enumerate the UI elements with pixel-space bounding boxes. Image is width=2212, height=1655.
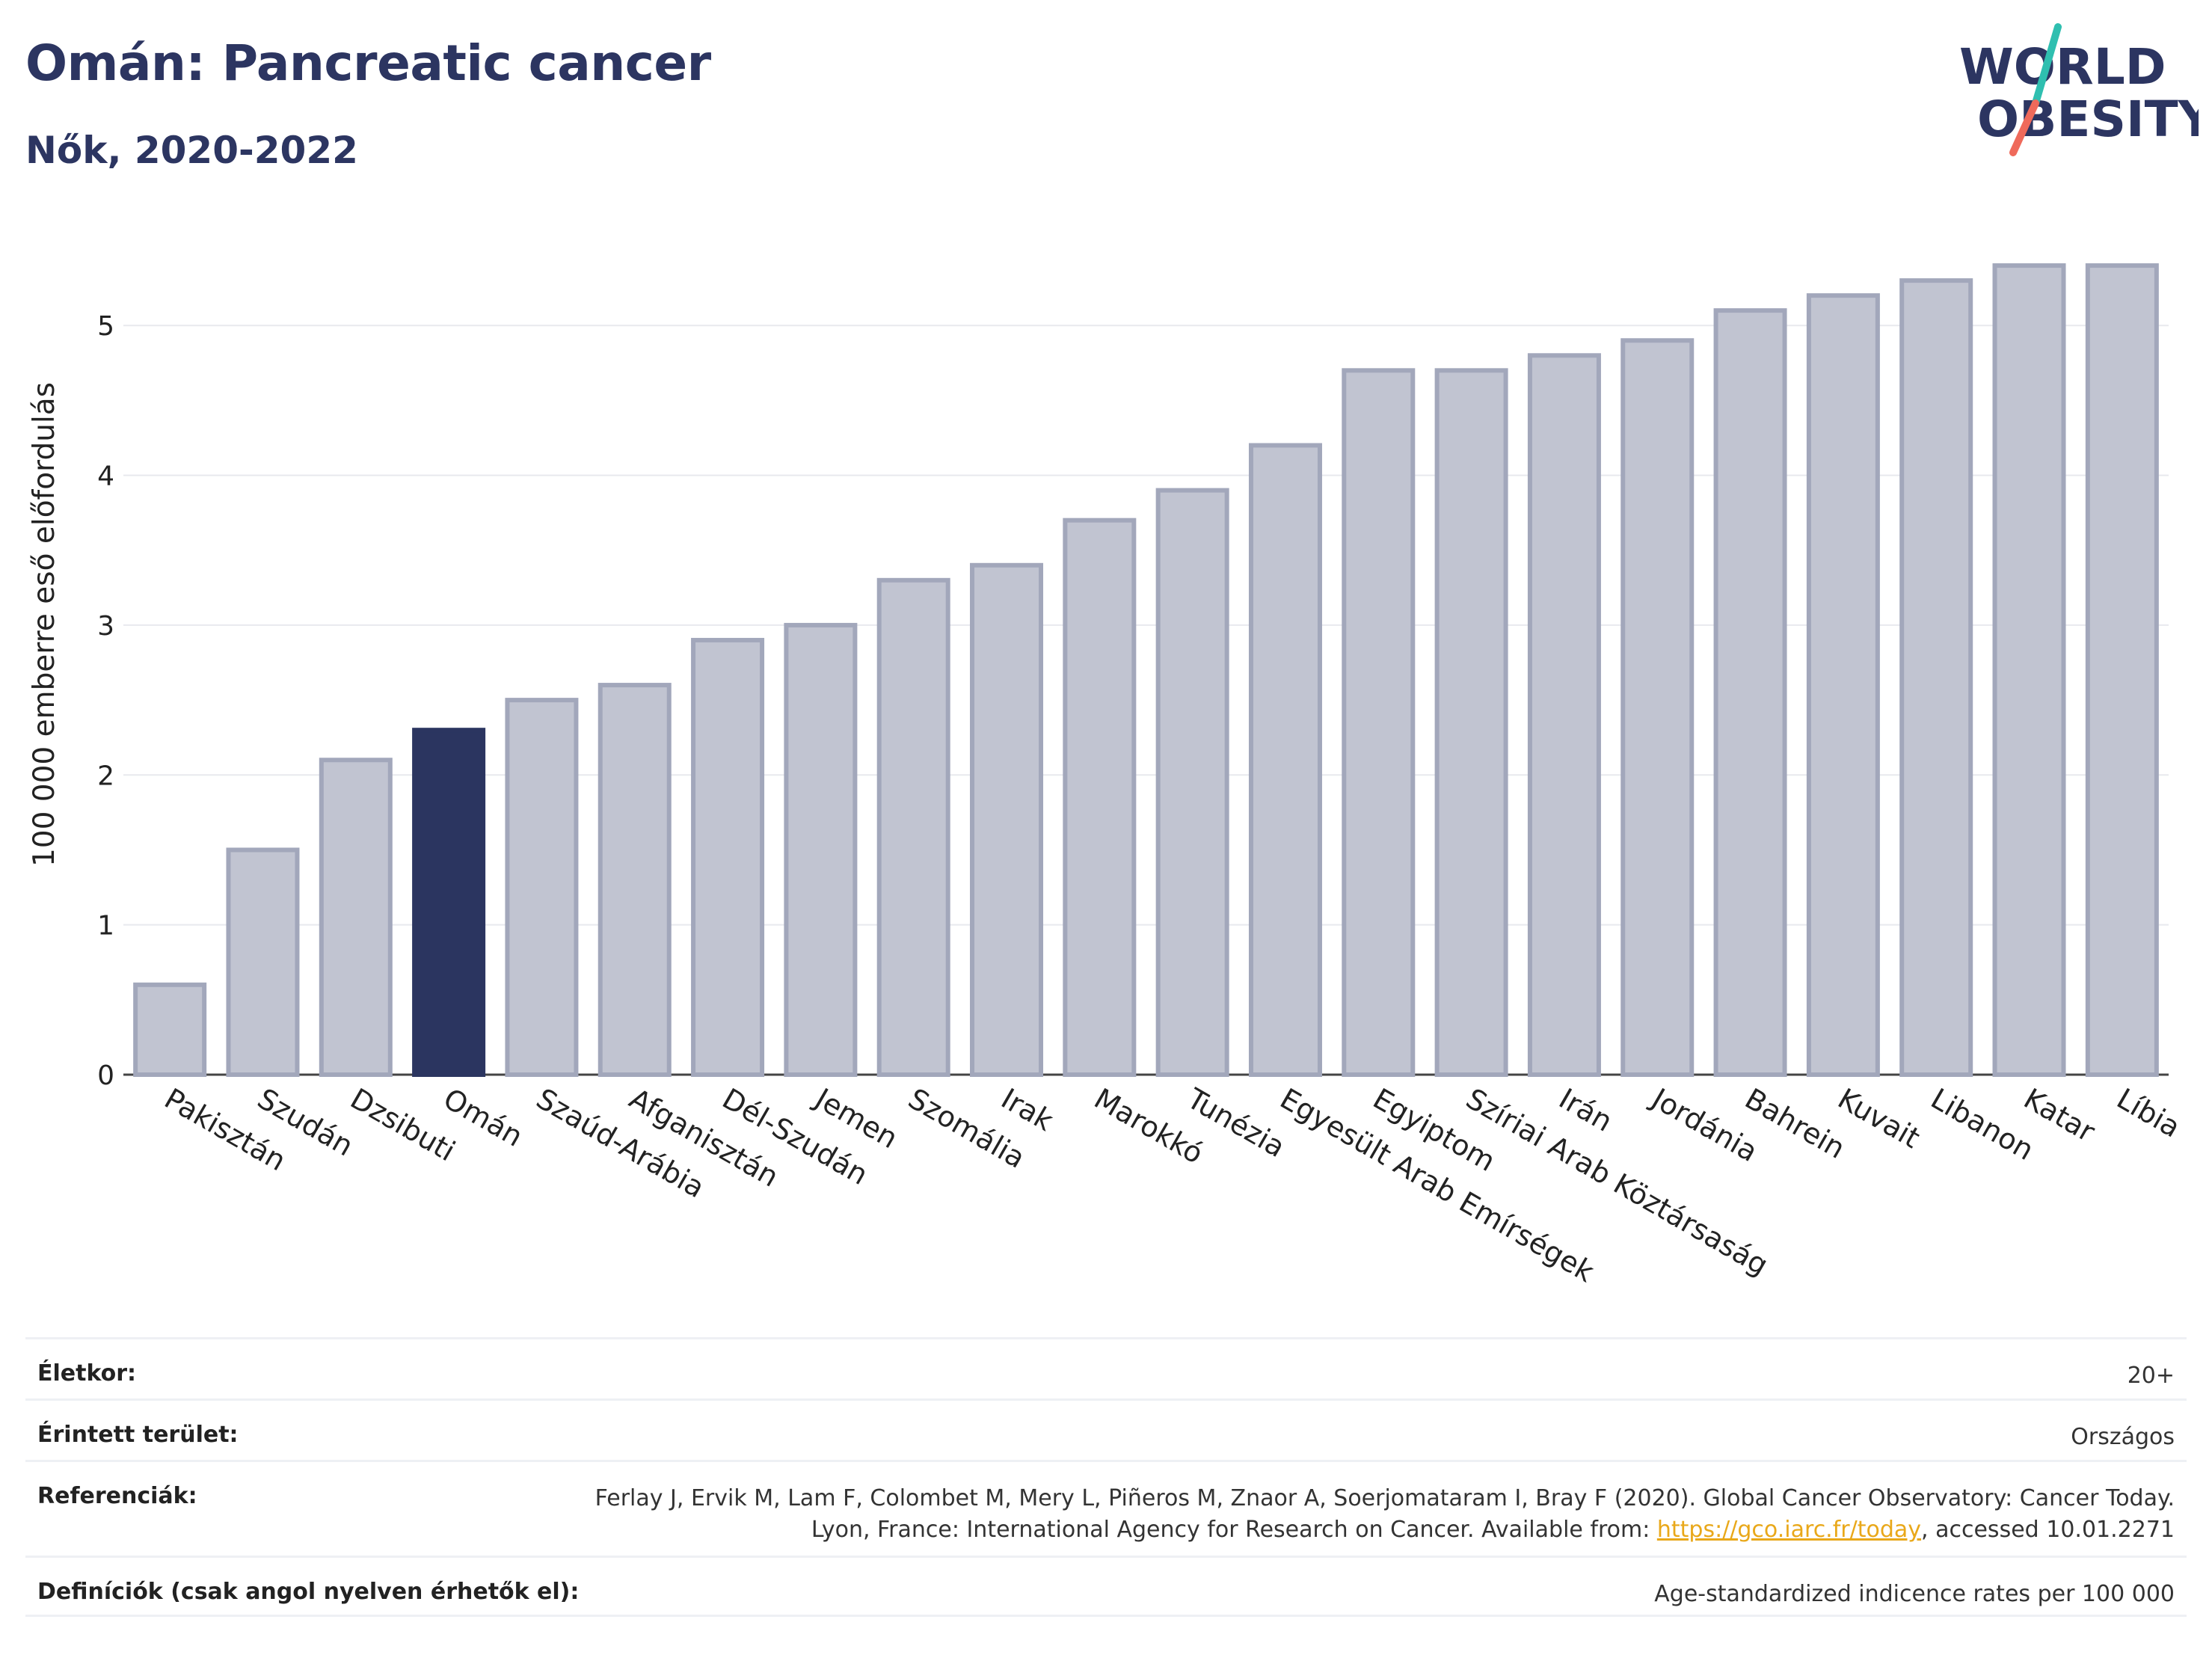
bar-Marokkó [1063,518,1137,1077]
y-tick-label: 1 [97,911,114,942]
info-row-references: Referenciák: Ferlay J, Ervik M, Lam F, C… [25,1460,2187,1556]
age-label: Életkor: [37,1360,137,1387]
area-value: Országos [2071,1424,2175,1450]
info-table: Életkor: 20+ Érintett terület: Országos … [25,1337,2187,1617]
y-tick-label: 2 [97,761,114,791]
info-row-age: Életkor: 20+ [25,1337,2187,1398]
bar-Szaúd-Arábia [505,698,579,1077]
bar-Szudán [226,847,300,1077]
x-tick-label: Libanon [1926,1082,2039,1167]
x-tick-label: Irak [996,1082,1059,1137]
bar-Jordánia [1620,338,1695,1077]
bar-Dzsibuti [319,758,393,1077]
definitions-label: Definíciók (csak angol nyelven érhetők e… [37,1579,580,1605]
y-axis-label: 100 000 emberre eső előfordulás [28,382,61,867]
bar-Líbia [2085,263,2159,1078]
x-tick-label: Jordánia [1645,1081,1763,1168]
bar-Tunézia [1155,488,1229,1077]
bar-Jemen [784,622,858,1077]
y-tick-label: 3 [97,611,114,642]
logo-word-obesity: OBESITY [1977,90,2199,148]
bar-Szomália [876,577,950,1077]
logo-slash-teal [2032,23,2062,107]
x-tick-label: Bahrein [1739,1082,1851,1165]
logo-word-world: WORLD [1959,38,2166,96]
bar-Kuvait [1806,293,1880,1078]
references-label: Referenciák: [37,1483,197,1509]
bar-Libanon [1899,278,1973,1077]
bar-Afganisztán [597,683,672,1077]
age-value: 20+ [2127,1363,2175,1389]
x-tick-label: Dzsibuti [345,1082,461,1168]
logo-slash-coral [2009,99,2039,156]
bar-Irán [1527,353,1601,1077]
x-tick-label: Líbia [2111,1082,2186,1144]
bar-Egyesült Arab Emírségek [1248,443,1322,1077]
page-title: Omán: Pancreatic cancer [25,34,711,92]
references-text: Ferlay J, Ervik M, Lam F, Colombet M, Me… [595,1485,2175,1543]
area-label: Érintett terület: [37,1422,239,1448]
definitions-value: Age-standardized indicence rates per 100… [1654,1581,2175,1607]
info-row-definitions: Definíciók (csak angol nyelven érhetők e… [25,1556,2187,1617]
bar-Omán [412,728,486,1078]
references-accessed: , accessed 10.01.2271 [1921,1517,2175,1543]
references-link[interactable]: https://gco.iarc.fr/today [1656,1517,1922,1543]
bar-Katar [1992,263,2066,1078]
references-value: Ferlay J, Ervik M, Lam F, Colombet M, Me… [589,1483,2175,1546]
page-subtitle: Nők, 2020-2022 [25,129,358,172]
bar-Szíriai Arab Köztársaság [1434,368,1508,1078]
y-tick-label: 4 [97,461,114,492]
x-tick-label: Szíriai Arab Köztársaság [1460,1082,1774,1282]
bar-Egyiptom [1342,368,1416,1078]
x-tick-label: Irán [1553,1082,1617,1138]
bar-Irak [970,562,1044,1077]
y-tick-label: 5 [97,311,114,342]
info-row-area: Érintett terület: Országos [25,1398,2187,1460]
bar-Bahrein [1713,308,1787,1077]
bar-Dél-Szudán [691,637,765,1077]
bar-Pakisztán [133,982,207,1078]
y-tick-label: 0 [97,1060,114,1091]
world-obesity-logo: WORLD OBESITY [1959,23,2199,156]
